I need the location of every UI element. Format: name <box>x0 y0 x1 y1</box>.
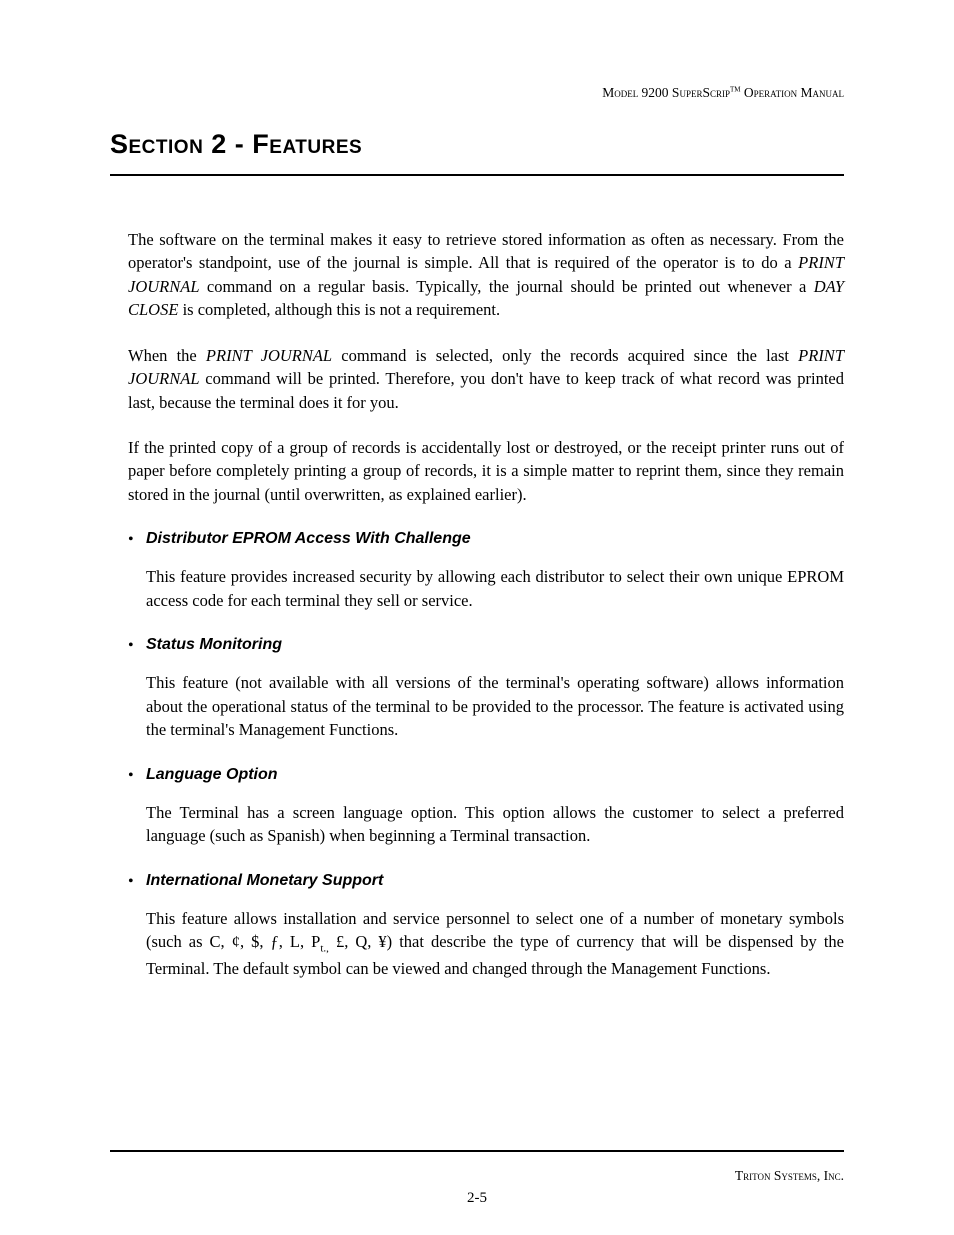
p2-italic-b: PRINT JOURNAL <box>206 346 332 365</box>
feature-heading: • International Monetary Support <box>128 872 844 891</box>
feature-body: The Terminal has a screen language optio… <box>128 801 844 848</box>
body: The software on the terminal makes it ea… <box>110 228 844 981</box>
paragraph-2: When the PRINT JOURNAL command is select… <box>128 344 844 414</box>
page-number: 2-5 <box>110 1190 844 1207</box>
feature-item: • International Monetary Support This fe… <box>128 872 844 981</box>
feature-title: Distributor EPROM Access With Challenge <box>146 530 471 548</box>
paragraph-3: If the printed copy of a group of record… <box>128 436 844 506</box>
monetary-subscript: t., <box>320 943 329 955</box>
header-model: Model 9200 S <box>602 85 679 100</box>
bullet-icon: • <box>128 530 146 549</box>
p2-text-e: command will be printed. Therefore, you … <box>128 369 844 411</box>
header-product-2: S <box>702 85 710 100</box>
p1-text-e: is completed, although this is not a req… <box>178 300 500 319</box>
footer-line: Triton Systems, Inc. 2-5 <box>110 1168 844 1190</box>
header-product-1: uper <box>679 85 702 100</box>
feature-body: This feature allows installation and ser… <box>128 907 844 981</box>
bullet-icon: • <box>128 636 146 655</box>
feature-item: • Distributor EPROM Access With Challeng… <box>128 530 844 612</box>
section-title: Section 2 - Features <box>110 129 844 160</box>
header-product-3: crip <box>710 85 730 100</box>
footer: Triton Systems, Inc. 2-5 <box>110 1150 844 1190</box>
feature-heading: • Language Option <box>128 766 844 785</box>
feature-item: • Status Monitoring This feature (not av… <box>128 636 844 741</box>
header-tail: Operation Manual <box>741 85 845 100</box>
p1-text-c: command on a regular basis. Typically, t… <box>200 277 814 296</box>
feature-item: • Language Option The Terminal has a scr… <box>128 766 844 848</box>
p2-text-a: When the <box>128 346 206 365</box>
bullet-icon: • <box>128 766 146 785</box>
feature-body: This feature (not available with all ver… <box>128 671 844 741</box>
feature-heading: • Distributor EPROM Access With Challeng… <box>128 530 844 549</box>
bullet-icon: • <box>128 872 146 891</box>
title-rule <box>110 174 844 176</box>
feature-title: Status Monitoring <box>146 636 282 654</box>
feature-body: This feature provides increased security… <box>128 565 844 612</box>
feature-title: Language Option <box>146 766 278 784</box>
feature-title: International Monetary Support <box>146 872 383 890</box>
footer-company: Triton Systems, Inc. <box>735 1168 844 1184</box>
footer-rule <box>110 1150 844 1152</box>
running-header: Model 9200 SuperScripTM Operation Manual <box>110 85 844 101</box>
trademark: TM <box>730 86 741 94</box>
p1-text-a: The software on the terminal makes it ea… <box>128 230 844 272</box>
paragraph-1: The software on the terminal makes it ea… <box>128 228 844 322</box>
feature-heading: • Status Monitoring <box>128 636 844 655</box>
p2-text-c: command is selected, only the records ac… <box>332 346 798 365</box>
page: Model 9200 SuperScripTM Operation Manual… <box>0 0 954 1235</box>
